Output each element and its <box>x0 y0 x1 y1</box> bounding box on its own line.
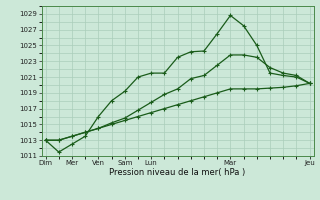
X-axis label: Pression niveau de la mer( hPa ): Pression niveau de la mer( hPa ) <box>109 168 246 177</box>
